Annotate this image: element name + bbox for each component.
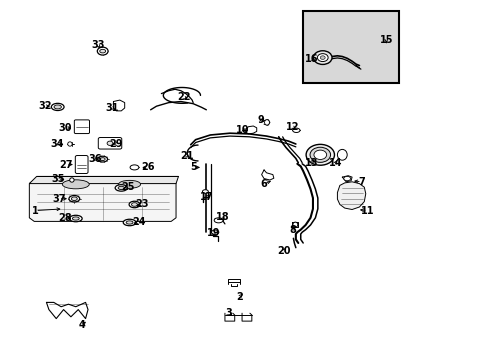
Ellipse shape xyxy=(305,144,334,165)
Ellipse shape xyxy=(69,215,82,222)
Ellipse shape xyxy=(313,150,326,159)
Text: 17: 17 xyxy=(199,192,213,202)
Ellipse shape xyxy=(69,195,80,202)
Text: 16: 16 xyxy=(305,54,318,64)
FancyBboxPatch shape xyxy=(75,156,88,174)
Text: 29: 29 xyxy=(109,139,123,149)
FancyBboxPatch shape xyxy=(74,120,89,134)
Ellipse shape xyxy=(62,180,89,189)
Ellipse shape xyxy=(309,147,330,162)
Ellipse shape xyxy=(343,176,350,181)
Text: 9: 9 xyxy=(257,114,264,125)
Ellipse shape xyxy=(211,230,219,234)
Ellipse shape xyxy=(313,51,331,64)
Text: 30: 30 xyxy=(58,123,72,133)
Ellipse shape xyxy=(337,149,346,160)
Ellipse shape xyxy=(130,165,139,170)
Ellipse shape xyxy=(129,201,140,208)
Ellipse shape xyxy=(131,203,137,206)
Ellipse shape xyxy=(69,178,74,182)
Ellipse shape xyxy=(100,49,105,53)
Bar xyxy=(303,11,398,83)
Ellipse shape xyxy=(214,218,223,223)
Ellipse shape xyxy=(98,156,107,162)
Ellipse shape xyxy=(51,103,64,111)
Ellipse shape xyxy=(202,190,208,193)
Text: 11: 11 xyxy=(360,206,374,216)
Text: 8: 8 xyxy=(288,225,295,235)
Text: 27: 27 xyxy=(59,159,73,170)
Text: 2: 2 xyxy=(236,292,243,302)
Ellipse shape xyxy=(264,120,269,125)
Text: 10: 10 xyxy=(236,125,249,135)
Ellipse shape xyxy=(317,54,327,62)
Text: 28: 28 xyxy=(58,213,72,223)
Text: 15: 15 xyxy=(379,35,392,45)
Ellipse shape xyxy=(118,180,141,188)
Ellipse shape xyxy=(292,128,299,132)
Polygon shape xyxy=(29,176,178,184)
Text: 36: 36 xyxy=(88,154,102,164)
Text: 7: 7 xyxy=(358,177,365,187)
Text: 37: 37 xyxy=(52,194,65,204)
Ellipse shape xyxy=(118,186,124,189)
Text: 1: 1 xyxy=(32,206,39,216)
Text: 5: 5 xyxy=(190,162,197,172)
Ellipse shape xyxy=(67,142,72,146)
Text: 6: 6 xyxy=(260,179,267,189)
Ellipse shape xyxy=(100,158,105,161)
Ellipse shape xyxy=(123,219,136,226)
Ellipse shape xyxy=(126,221,133,224)
Text: 32: 32 xyxy=(39,101,52,111)
Ellipse shape xyxy=(54,105,61,109)
Ellipse shape xyxy=(320,56,325,59)
Ellipse shape xyxy=(292,222,297,227)
Ellipse shape xyxy=(71,197,77,201)
Text: 25: 25 xyxy=(121,182,135,192)
Text: 12: 12 xyxy=(285,122,299,132)
Text: 35: 35 xyxy=(51,174,64,184)
Ellipse shape xyxy=(107,141,113,145)
Polygon shape xyxy=(29,180,176,221)
Text: 20: 20 xyxy=(276,246,290,256)
Text: 4: 4 xyxy=(79,320,85,330)
Text: 31: 31 xyxy=(105,103,119,113)
Ellipse shape xyxy=(97,47,108,55)
FancyBboxPatch shape xyxy=(98,138,122,149)
Text: 26: 26 xyxy=(141,162,154,172)
Polygon shape xyxy=(337,182,365,210)
Text: 22: 22 xyxy=(177,92,190,102)
Text: 3: 3 xyxy=(225,308,232,318)
Text: 19: 19 xyxy=(206,228,220,238)
Text: 33: 33 xyxy=(91,40,104,50)
Text: 23: 23 xyxy=(135,199,148,210)
Text: 14: 14 xyxy=(328,158,342,168)
Ellipse shape xyxy=(115,185,127,191)
Text: 13: 13 xyxy=(304,158,318,168)
Text: 24: 24 xyxy=(132,217,146,228)
Text: 21: 21 xyxy=(180,151,193,161)
Ellipse shape xyxy=(72,217,79,220)
Text: 18: 18 xyxy=(215,212,229,222)
Text: 34: 34 xyxy=(50,139,64,149)
